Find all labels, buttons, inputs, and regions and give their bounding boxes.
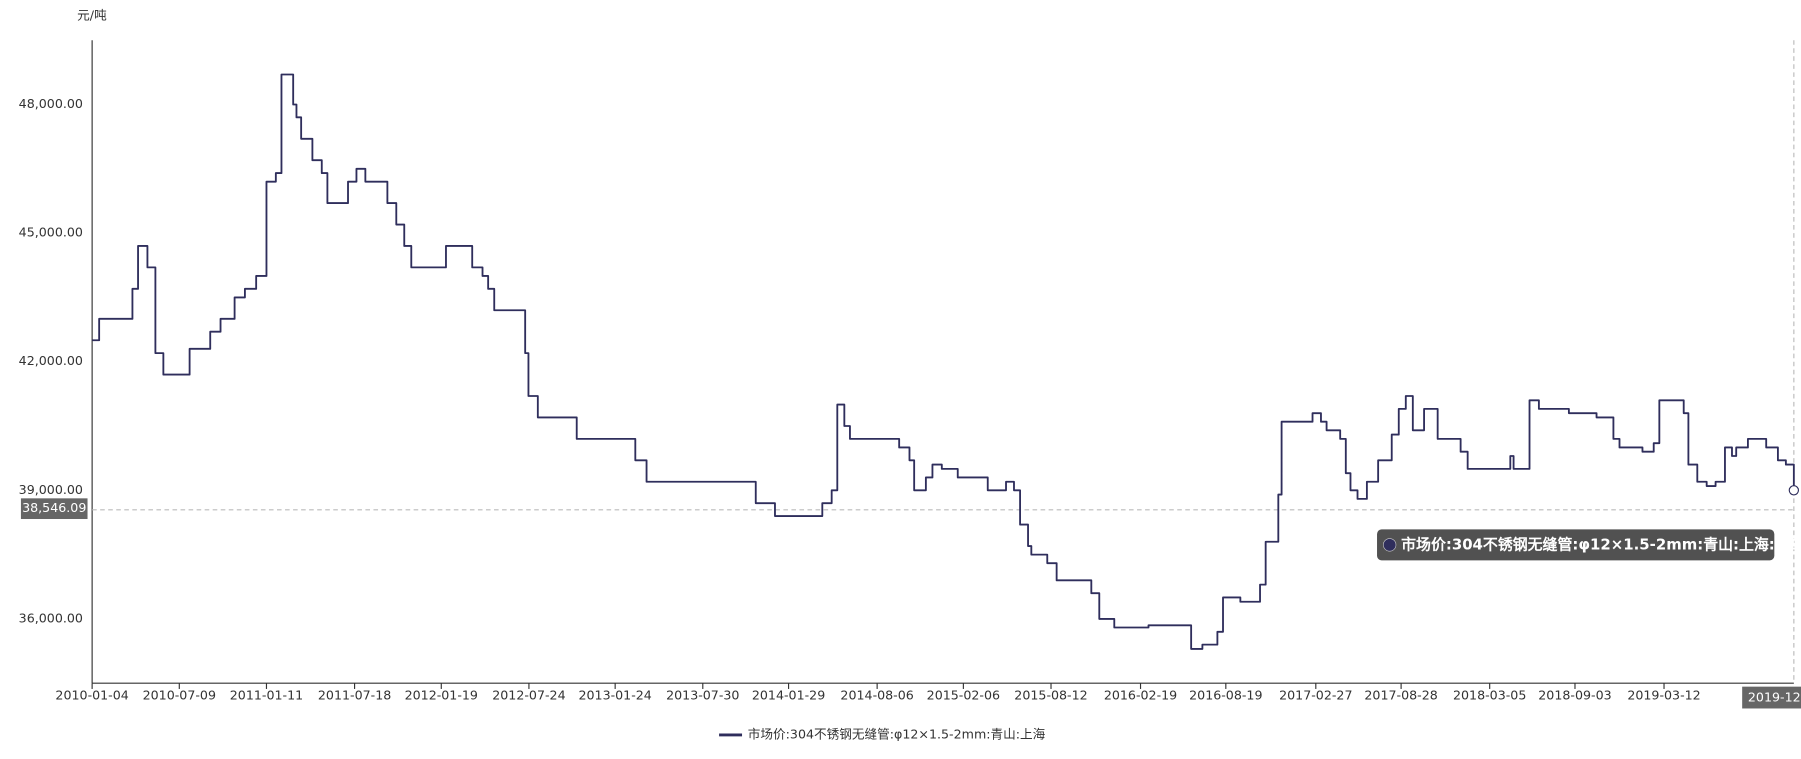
hover-point <box>1788 485 1800 496</box>
legend-label: 市场价:304不锈钢无缝管:φ12×1.5-2mm:青山:上海 <box>748 726 1046 741</box>
y-tick-label: 45,000.00 <box>19 225 83 240</box>
tooltip-text: 市场价:304不锈钢无缝管:φ12×1.5-2mm:青山:上海: 39000 <box>1401 535 1801 553</box>
axis-pointer-y-label: 38,546.09 <box>22 500 86 515</box>
x-tick-label: 2010-07-09 <box>143 687 216 702</box>
x-tick-label: 2018-09-03 <box>1538 687 1611 702</box>
x-tick-label: 2019-03-12 <box>1627 687 1700 702</box>
y-tick-label: 42,000.00 <box>19 353 83 368</box>
x-tick-label: 2011-01-11 <box>230 687 303 702</box>
tooltip-dot <box>1383 538 1397 552</box>
x-tick-label: 2017-02-27 <box>1279 687 1352 702</box>
x-tick-label: 2014-08-06 <box>840 687 913 702</box>
x-tick-label: 2018-03-05 <box>1453 687 1526 702</box>
axis-pointer-y-label-box <box>20 498 88 520</box>
tooltip: 市场价:304不锈钢无缝管:φ12×1.5-2mm:青山:上海: 39000 <box>1377 529 1801 561</box>
x-tick-label: 2012-07-24 <box>492 687 565 702</box>
y-axis-unit: 元/吨 <box>77 8 107 23</box>
x-tick-label: 2014-01-29 <box>752 687 825 702</box>
y-tick-label: 36,000.00 <box>19 610 83 625</box>
x-tick-label: 2013-01-24 <box>578 687 651 702</box>
axis-pointer-x-label-box <box>1742 686 1801 709</box>
y-tick-label: 39,000.00 <box>19 482 83 497</box>
x-tick-label: 2016-02-19 <box>1104 687 1177 702</box>
x-tick-label: 2011-07-18 <box>318 687 391 702</box>
series-line <box>92 73 1795 650</box>
x-tick-label: 2010-01-04 <box>55 687 128 702</box>
x-tick-label: 2015-08-12 <box>1014 687 1087 702</box>
x-tick-label: 2012-01-19 <box>405 687 478 702</box>
x-tick-label: 2017-08-28 <box>1364 687 1437 702</box>
x-tick-label: 2016-08-19 <box>1189 687 1262 702</box>
x-tick-label: 2013-07-30 <box>666 687 739 702</box>
y-tick-label: 48,000.00 <box>19 96 83 111</box>
x-tick-label: 2015-02-06 <box>927 687 1000 702</box>
axis-pointer-x-label: 2019-12- <box>1748 690 1801 705</box>
legend: 市场价:304不锈钢无缝管:φ12×1.5-2mm:青山:上海 <box>719 726 1046 741</box>
tooltip-box <box>1377 529 1775 561</box>
